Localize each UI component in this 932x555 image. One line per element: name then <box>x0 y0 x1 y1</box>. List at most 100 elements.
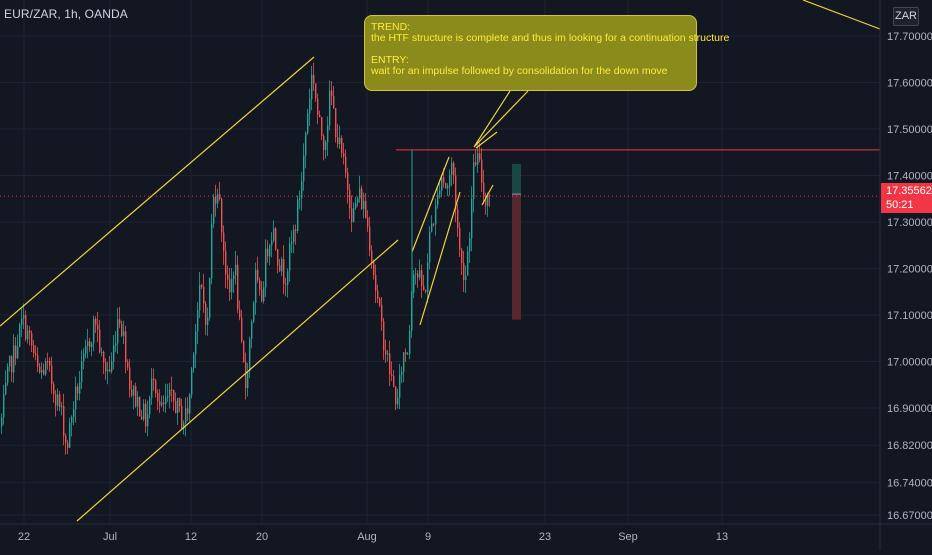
y-tick-label: 17.60000 <box>887 78 932 90</box>
currency-badge[interactable]: ZAR <box>893 7 919 26</box>
entry-text: wait for an impulse followed by consolid… <box>371 65 668 77</box>
candle-body <box>199 285 201 311</box>
candle-body <box>125 331 127 362</box>
flag-upper-line[interactable] <box>475 131 498 149</box>
candle-body <box>127 361 129 368</box>
y-tick-label: 17.40000 <box>887 171 932 183</box>
candle-body <box>303 155 305 182</box>
candle-body <box>161 402 163 406</box>
candle-body <box>187 408 189 414</box>
candle-body <box>95 318 97 325</box>
candle-body <box>339 137 341 144</box>
candle-body <box>19 324 21 347</box>
top-right-trendline[interactable] <box>802 0 881 30</box>
candle-body <box>9 356 11 367</box>
bar-countdown: 50:21 <box>886 199 914 211</box>
candle-body <box>11 356 13 373</box>
candle-body <box>147 414 149 427</box>
wedge-upper-line[interactable] <box>411 156 450 253</box>
candle-body <box>85 346 87 354</box>
candle-body <box>145 403 147 427</box>
channel-upper-line[interactable] <box>0 56 315 327</box>
candle-body <box>5 383 7 395</box>
candle-body <box>353 208 355 222</box>
candle-body <box>167 396 169 398</box>
candle-body <box>349 189 351 209</box>
candle-body <box>477 153 479 165</box>
x-tick-label: 22 <box>18 531 30 543</box>
candle-body <box>135 386 137 407</box>
candle-body <box>1 417 3 427</box>
candle-body <box>295 229 297 231</box>
annotation-callout[interactable]: TREND: the HTF structure is complete and… <box>364 15 730 91</box>
candle-body <box>401 371 403 375</box>
candle-body <box>391 374 393 376</box>
candle-body <box>189 394 191 414</box>
candle-body <box>449 174 451 186</box>
candle-body <box>109 369 111 372</box>
candle-body <box>99 329 101 353</box>
candle-body <box>139 397 141 417</box>
candle-body <box>291 241 293 244</box>
stop-loss-zone[interactable] <box>512 194 521 320</box>
candle-body <box>463 263 465 281</box>
candle-body <box>231 279 233 293</box>
candle-body <box>75 386 77 410</box>
trend-title: TREND: <box>371 21 411 33</box>
candle-body <box>425 290 427 292</box>
candle-body <box>461 249 463 264</box>
candle-body <box>115 343 117 346</box>
flag-lower-line[interactable] <box>481 184 494 206</box>
candle-body <box>261 289 263 302</box>
callout-pointer[interactable] <box>473 90 529 148</box>
candle-body <box>105 362 107 372</box>
candle-body <box>311 74 313 100</box>
candle-body <box>213 196 215 224</box>
candle-body <box>325 142 327 151</box>
candle-body <box>21 318 23 325</box>
candle-body <box>141 416 143 420</box>
trend-text: the HTF structure is complete and thus i… <box>371 32 730 44</box>
candle-body <box>369 227 371 251</box>
candle-body <box>207 317 209 325</box>
wedge-lower-line[interactable] <box>419 191 461 326</box>
candle-body <box>381 304 383 322</box>
candle-body <box>337 137 339 144</box>
candle-body <box>195 331 197 355</box>
drawings[interactable] <box>0 0 881 522</box>
candle-body <box>437 194 439 206</box>
position-tool[interactable] <box>512 163 521 320</box>
candle-body <box>111 361 113 372</box>
candle-body <box>93 318 95 344</box>
candle-body <box>227 274 229 280</box>
candle-body <box>7 366 9 384</box>
candle-body <box>361 188 363 209</box>
candle-body <box>403 352 405 372</box>
candle-body <box>45 361 47 375</box>
candle-body <box>69 422 71 448</box>
candle-body <box>247 371 249 389</box>
candle-body <box>489 195 491 197</box>
symbol-label[interactable]: EUR/ZAR, 1h, OANDA <box>4 7 128 21</box>
channel-lower-line[interactable] <box>76 239 399 522</box>
candle-body <box>205 303 207 325</box>
candle-body <box>347 172 349 190</box>
candle-body <box>53 384 55 395</box>
candle-body <box>185 408 187 424</box>
candle-body <box>13 345 15 373</box>
candle-body <box>439 190 441 195</box>
y-tick-label: 17.10000 <box>887 310 932 322</box>
candle-body <box>405 352 407 355</box>
candle-body <box>47 361 49 363</box>
candle-body <box>427 262 429 292</box>
candle-body <box>245 362 247 389</box>
y-tick-label: 17.70000 <box>887 31 932 43</box>
candle-body <box>343 153 345 157</box>
take-profit-zone[interactable] <box>512 163 521 195</box>
candle-body <box>65 435 67 443</box>
candle-body <box>395 386 397 405</box>
candle-body <box>309 99 311 114</box>
candle-body <box>183 423 185 429</box>
